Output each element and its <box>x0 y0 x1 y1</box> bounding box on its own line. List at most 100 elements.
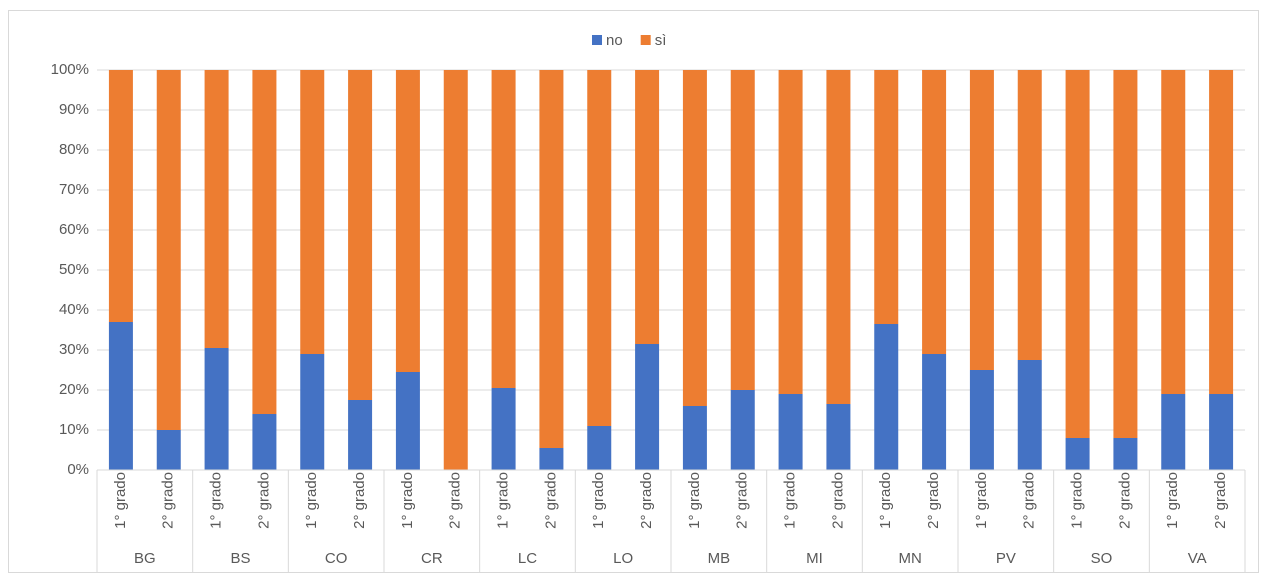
x-tick-label: 2° grado <box>255 472 272 529</box>
group-label: BG <box>134 550 156 567</box>
bar-segment <box>491 70 516 388</box>
x-tick-label: 2° grado <box>734 472 751 529</box>
y-tick-label: 40% <box>59 301 89 318</box>
bar-segment <box>300 70 325 354</box>
x-tick-label: 2° grado <box>351 472 368 529</box>
bar-segment <box>1209 394 1234 470</box>
bar-segment <box>874 324 899 470</box>
group-label: MN <box>899 550 922 567</box>
x-tick-label: 1° grado <box>1164 472 1181 529</box>
bar-segment <box>1161 70 1186 394</box>
group-label: VA <box>1188 550 1207 567</box>
legend-label: sì <box>655 32 667 49</box>
bar-segment <box>635 344 660 470</box>
bar-segment <box>969 370 994 470</box>
group-label: MB <box>708 550 731 567</box>
bar-segment <box>1113 438 1138 470</box>
y-tick-label: 80% <box>59 141 89 158</box>
x-tick-label: 1° grado <box>303 472 320 529</box>
bar-segment <box>1209 70 1234 394</box>
bar-segment <box>730 70 755 390</box>
y-tick-label: 10% <box>59 421 89 438</box>
bar-segment <box>1017 70 1042 360</box>
x-tick-label: 1° grado <box>208 472 225 529</box>
bar-segment <box>778 394 803 470</box>
bar-segment <box>204 348 229 470</box>
bar-segment <box>778 70 803 394</box>
legend-swatch <box>640 35 651 45</box>
bar-segment <box>491 388 516 470</box>
bar-segment <box>635 70 660 344</box>
group-label: MI <box>806 550 823 567</box>
bar-segment <box>874 70 899 324</box>
bar-segment <box>826 70 851 404</box>
group-label: SO <box>1091 550 1113 567</box>
bar-segment <box>922 70 947 354</box>
y-tick-label: 90% <box>59 101 89 118</box>
x-tick-label: 2° grado <box>925 472 942 529</box>
legend-label: no <box>606 32 623 49</box>
bar-segment <box>539 448 564 470</box>
x-tick-label: 2° grado <box>542 472 559 529</box>
group-label: CR <box>421 550 443 567</box>
y-tick-label: 100% <box>51 61 89 78</box>
bar-segment <box>730 390 755 470</box>
bar-segment <box>1065 438 1090 470</box>
x-tick-label: 2° grado <box>1021 472 1038 529</box>
group-label: LO <box>613 550 633 567</box>
group-label: PV <box>996 550 1016 567</box>
x-tick-label: 2° grado <box>1116 472 1133 529</box>
x-tick-label: 2° grado <box>160 472 177 529</box>
x-tick-label: 2° grado <box>638 472 655 529</box>
bar-segment <box>1017 360 1042 470</box>
bar-segment <box>922 354 947 470</box>
bar-segment <box>826 404 851 470</box>
bar-segment <box>443 70 468 470</box>
bar-segment <box>395 70 420 372</box>
bar-segment <box>682 406 707 470</box>
x-tick-label: 1° grado <box>973 472 990 529</box>
x-tick-label: 1° grado <box>1069 472 1086 529</box>
bar-segment <box>1161 394 1186 470</box>
group-label: BS <box>230 550 250 567</box>
x-tick-label: 1° grado <box>590 472 607 529</box>
y-tick-label: 20% <box>59 381 89 398</box>
bar-segment <box>539 70 564 448</box>
group-label: LC <box>518 550 537 567</box>
bar-segment <box>300 354 325 470</box>
bar-segment <box>348 400 373 470</box>
x-tick-label: 1° grado <box>112 472 129 529</box>
x-tick-label: 1° grado <box>686 472 703 529</box>
y-tick-label: 60% <box>59 221 89 238</box>
bar-segment <box>969 70 994 370</box>
x-tick-label: 1° grado <box>877 472 894 529</box>
bar-segment <box>108 70 133 322</box>
group-label: CO <box>325 550 348 567</box>
bar-segment <box>156 430 181 470</box>
y-tick-label: 50% <box>59 261 89 278</box>
bar-segment <box>587 426 612 470</box>
bar-segment <box>108 322 133 470</box>
y-tick-label: 0% <box>67 461 89 478</box>
x-tick-label: 2° grado <box>447 472 464 529</box>
y-tick-label: 70% <box>59 181 89 198</box>
bar-segment <box>204 70 229 348</box>
bar-segment <box>395 372 420 470</box>
bar-segment <box>252 70 277 414</box>
x-tick-label: 1° grado <box>495 472 512 529</box>
x-tick-label: 2° grado <box>829 472 846 529</box>
bar-segment <box>1113 70 1138 438</box>
bar-segment <box>1065 70 1090 438</box>
x-tick-label: 1° grado <box>399 472 416 529</box>
y-tick-label: 30% <box>59 341 89 358</box>
x-tick-label: 1° grado <box>782 472 799 529</box>
x-tick-label: 2° grado <box>1212 472 1229 529</box>
bar-segment <box>682 70 707 406</box>
legend-swatch <box>592 35 602 45</box>
bar-segment <box>348 70 373 400</box>
bar-segment <box>156 70 181 430</box>
bar-segment <box>587 70 612 426</box>
bar-segment <box>252 414 277 470</box>
